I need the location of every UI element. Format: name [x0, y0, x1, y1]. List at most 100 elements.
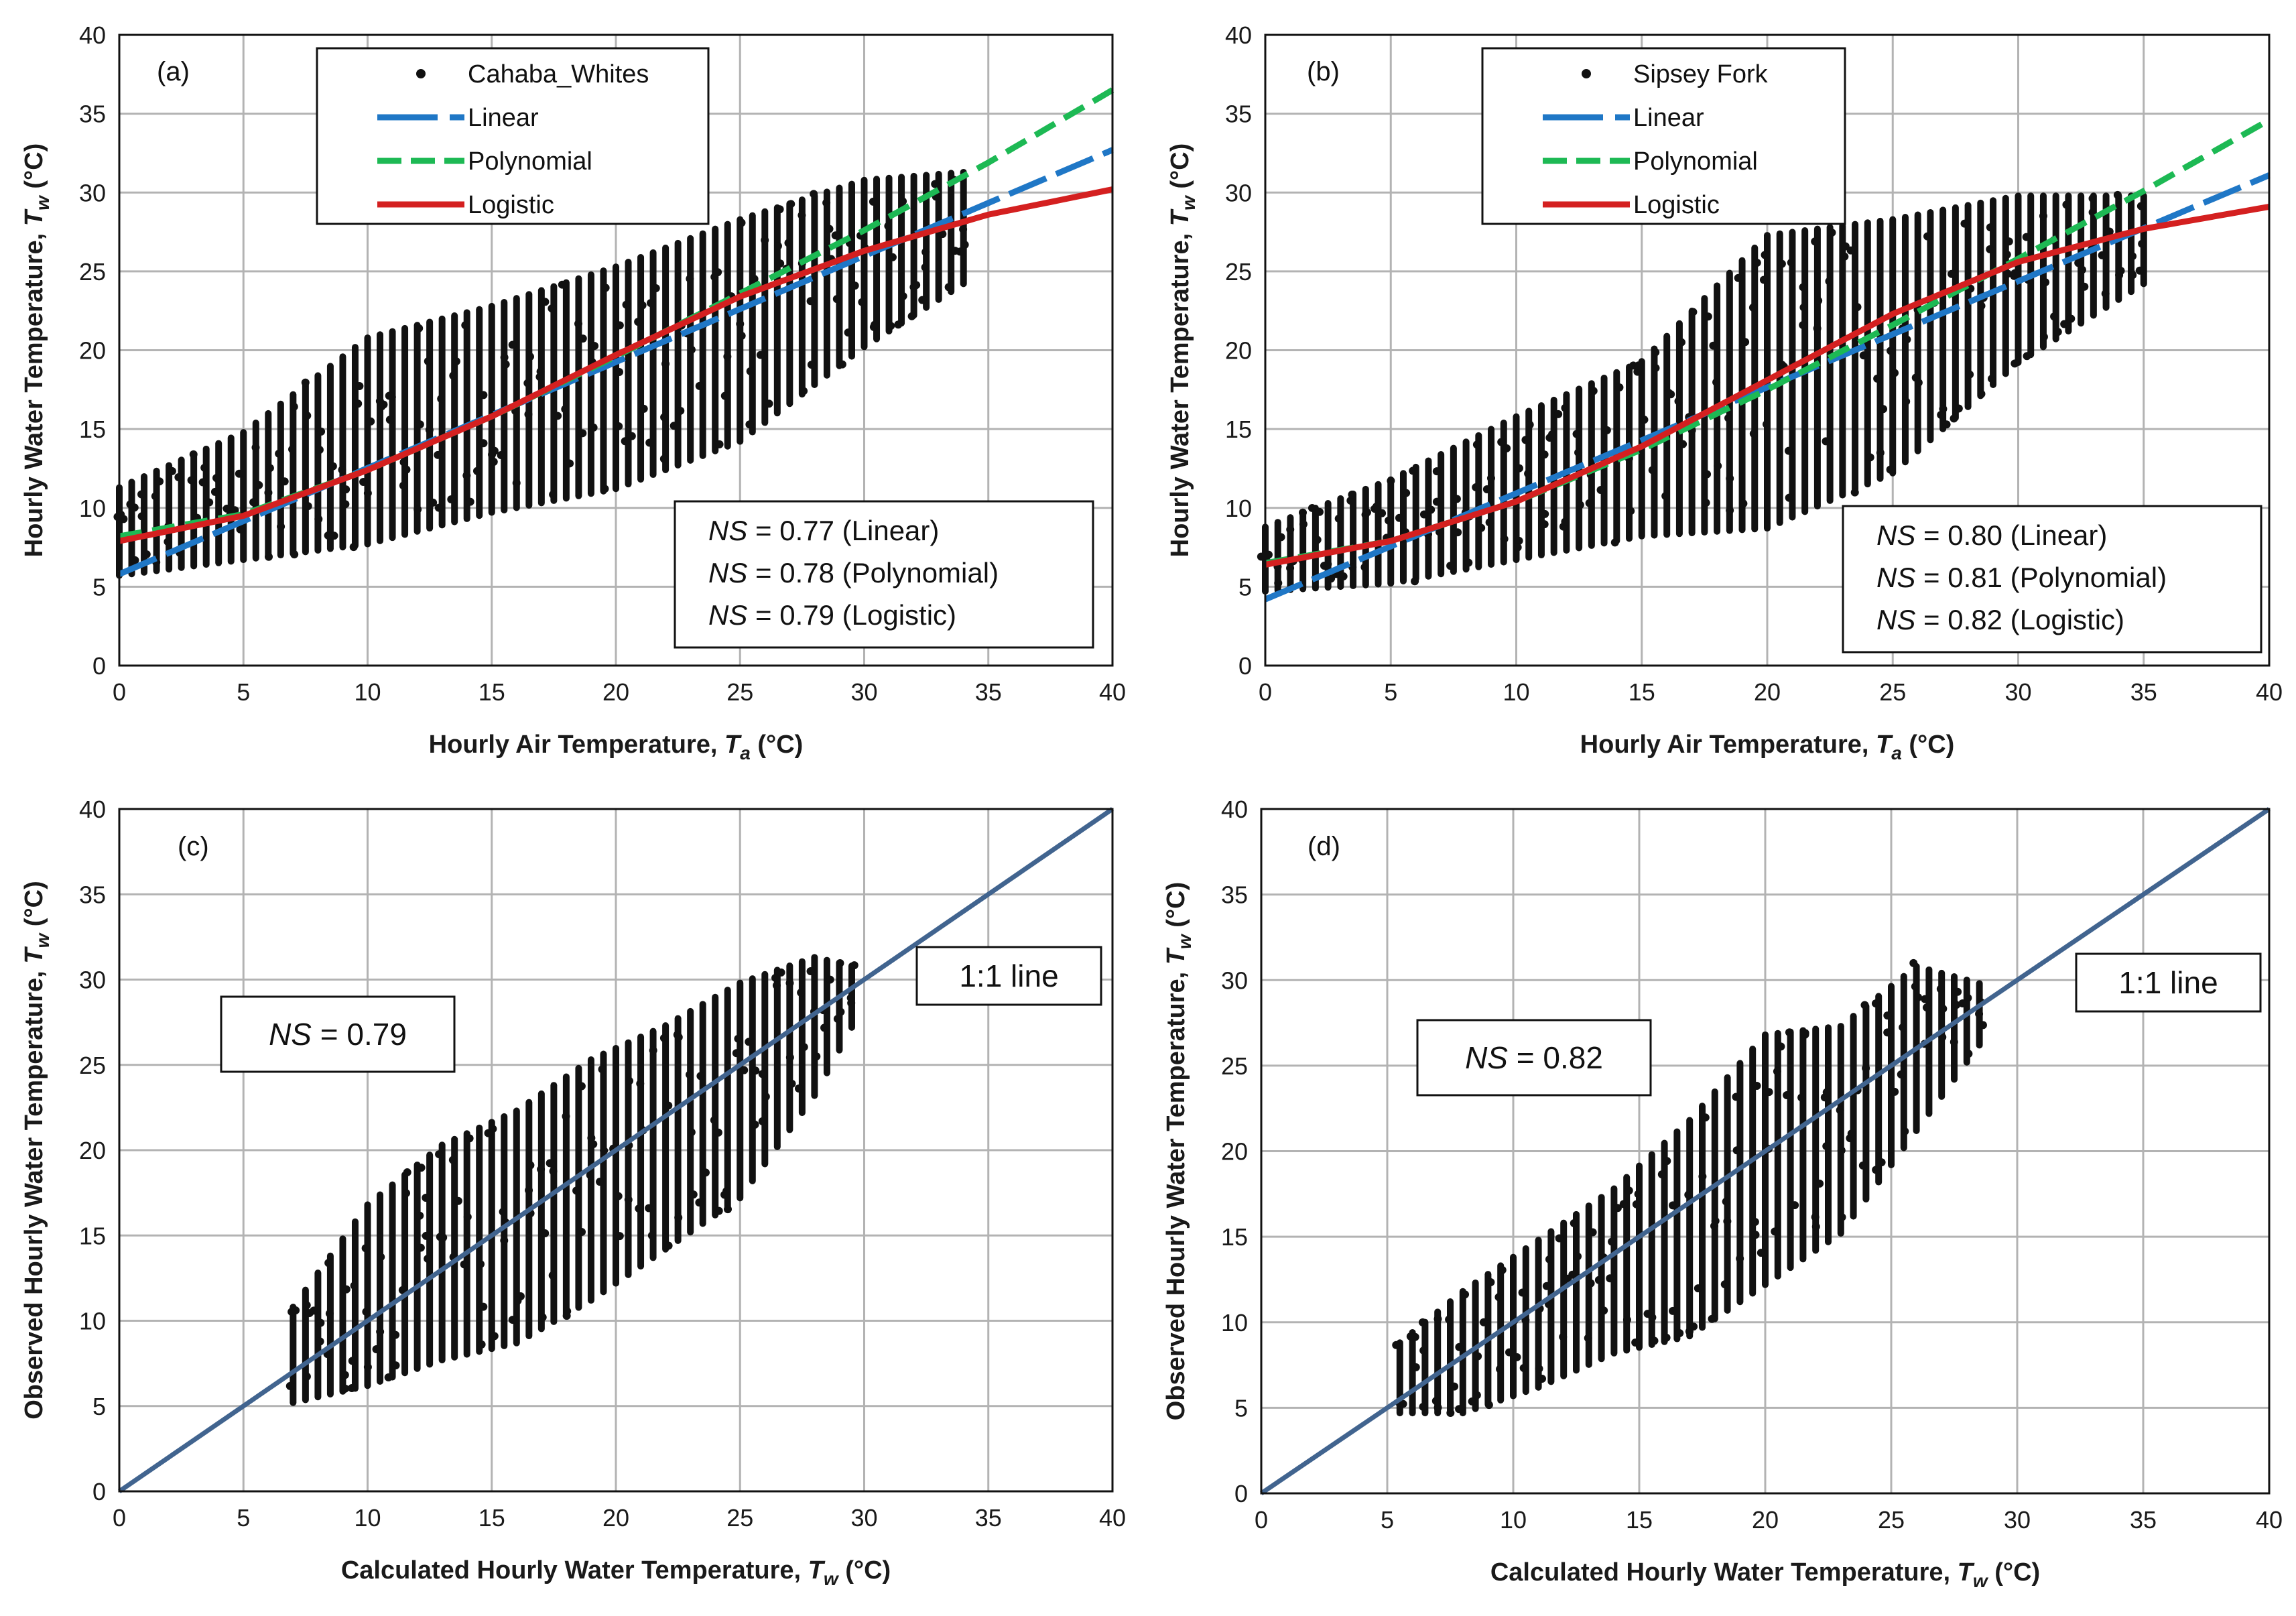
y-axis-label: Observed Hourly Water Temperature, Tw (°…: [20, 881, 53, 1420]
scatter-point: [1320, 562, 1328, 570]
scatter-point: [355, 382, 364, 391]
scatter-point: [1709, 341, 1718, 350]
scatter-point: [1308, 503, 1316, 512]
scatter-point: [1538, 1375, 1547, 1383]
scatter-point: [615, 367, 624, 376]
scatter-point: [772, 981, 781, 990]
scatter-column: [302, 381, 309, 556]
scatter-point: [1751, 1231, 1760, 1239]
ns-value: 0.82: [1543, 1040, 1603, 1075]
scatter-point: [235, 469, 243, 478]
one-to-one-label-box: 1:1 line: [915, 946, 1102, 1006]
ns-equals: =: [1508, 1040, 1543, 1075]
scatter-point: [1461, 1290, 1470, 1299]
scatter-column: [1434, 1308, 1442, 1417]
scatter-point: [1505, 1348, 1514, 1357]
scatter-point: [918, 296, 927, 304]
scatter-point: [1814, 296, 1823, 305]
x-tick-label: 30: [850, 678, 877, 706]
scatter-point: [363, 489, 372, 497]
scatter-column: [1299, 509, 1307, 593]
scatter-point: [399, 481, 407, 490]
scatter-point: [1977, 389, 1986, 398]
scatter-column: [1462, 438, 1470, 573]
scatter-point: [536, 367, 545, 376]
scatter-column: [1787, 1028, 1794, 1271]
scatter-point: [1346, 496, 1355, 505]
scatter-point: [1876, 448, 1885, 457]
scatter-column: [1500, 420, 1507, 566]
scatter-point: [324, 1259, 333, 1267]
scatter-point: [525, 1186, 533, 1194]
scatter-point: [810, 190, 818, 198]
scatter-point: [1486, 1278, 1495, 1287]
scatter-point: [869, 197, 877, 206]
scatter-point: [363, 1363, 372, 1371]
scatter-point: [1785, 1028, 1793, 1037]
scatter-point: [1574, 1252, 1582, 1261]
scatter-point: [1409, 467, 1417, 475]
ns-box-frame: [674, 500, 1094, 649]
y-axis-label-unit: (°C): [1166, 143, 1194, 196]
scatter-point: [501, 360, 510, 369]
scatter-point: [1662, 1333, 1671, 1342]
scatter-column: [476, 1124, 483, 1355]
y-tick-label: 5: [92, 1393, 106, 1420]
scatter-point: [758, 1117, 767, 1125]
scatter-column: [1412, 463, 1419, 582]
scatter-point: [1732, 1093, 1740, 1101]
x-tick-label: 40: [2256, 678, 2283, 706]
scatter-point: [2101, 290, 2110, 298]
panel-label: (c): [178, 832, 209, 861]
scatter-point: [595, 1178, 604, 1186]
ns-symbol: NS: [708, 515, 747, 546]
scatter-point: [465, 1134, 474, 1143]
scatter-column: [501, 299, 508, 513]
tick-labels: 0 5 10 15 20 25 30 35 40 0 5 10 15 20 25 30 35 40: [1225, 21, 2283, 706]
y-tick-label: 25: [79, 1052, 106, 1079]
scatter-column: [2128, 192, 2135, 296]
scatter-point: [1500, 535, 1509, 544]
scatter-point: [1922, 1003, 1931, 1012]
scatter-point: [659, 1034, 668, 1042]
scatter-point: [636, 1079, 645, 1088]
scatter-point: [944, 283, 953, 292]
scatter-column: [240, 429, 247, 564]
scatter-point: [638, 301, 647, 310]
scatter-column: [674, 239, 682, 469]
scatter-point: [546, 1159, 554, 1168]
scatter-point: [1748, 303, 1757, 312]
scatter-point: [1540, 450, 1549, 459]
scatter-point: [624, 1195, 633, 1204]
ns-box: NS = 0.79: [220, 995, 456, 1073]
x-tick-label: 15: [479, 678, 505, 706]
scatter-column: [1799, 1027, 1807, 1263]
scatter-column: [613, 1045, 619, 1287]
scatter-point: [198, 478, 207, 487]
scatter-point: [621, 437, 629, 446]
scatter-point: [434, 450, 442, 459]
scatter-point: [1395, 513, 1403, 522]
scatter-point: [959, 225, 968, 234]
scatter-point: [1445, 1315, 1454, 1324]
scatter-point: [324, 531, 332, 540]
scatter-point: [1387, 477, 1395, 485]
scatter-point: [2041, 278, 2050, 287]
scatter-point: [574, 319, 582, 328]
scatter-column: [1939, 206, 1947, 432]
scatter-point: [489, 457, 498, 466]
scatter-point: [1657, 1170, 1666, 1179]
scatter-point: [402, 465, 411, 474]
scatter-column: [600, 267, 607, 495]
scatter-point: [1785, 446, 1793, 455]
scatter-point: [625, 1076, 634, 1085]
scatter-point: [314, 515, 323, 523]
scatter-point: [1701, 1113, 1710, 1122]
scatter-point: [931, 180, 940, 188]
scatter-point: [669, 422, 678, 430]
scatter-column: [438, 1141, 446, 1364]
scatter-point: [391, 1330, 400, 1339]
scatter-point: [686, 274, 694, 283]
scatter-point: [740, 1066, 749, 1074]
scatter-point: [1704, 312, 1712, 321]
